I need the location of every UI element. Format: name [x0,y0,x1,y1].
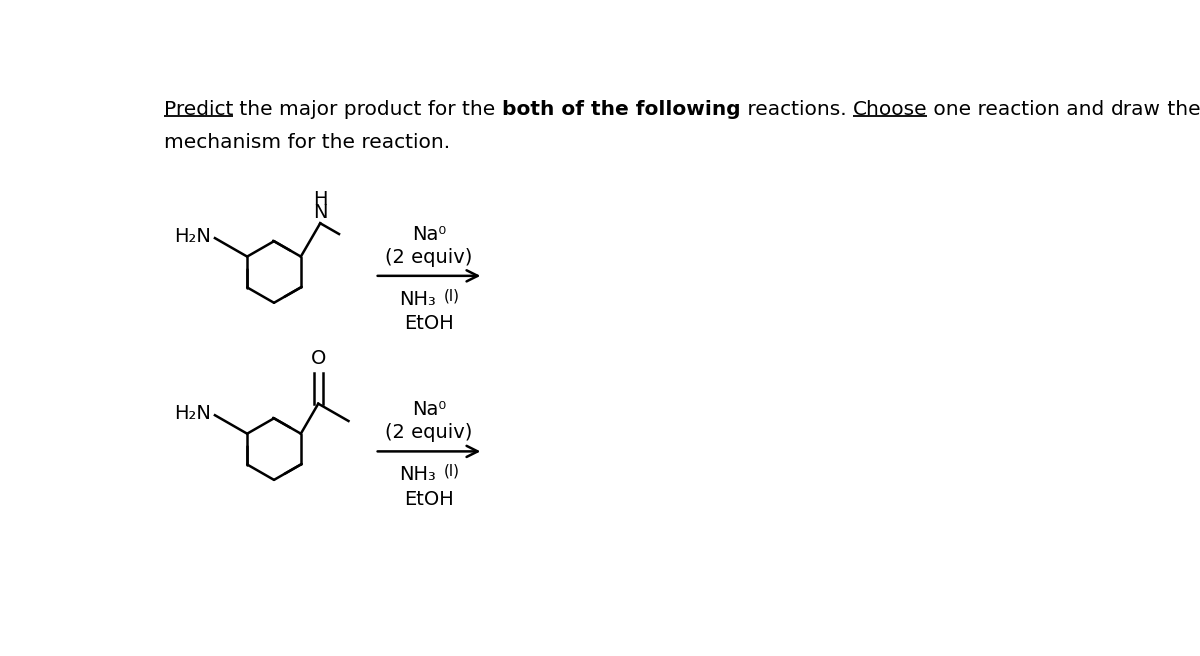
Text: H: H [313,190,328,209]
Text: EtOH: EtOH [404,490,454,509]
Text: NH₃: NH₃ [398,290,436,309]
Text: (l): (l) [444,288,461,303]
Text: the detailed: the detailed [1160,100,1200,119]
Text: (l): (l) [444,464,461,479]
Text: Choose: Choose [852,100,928,119]
Text: Na⁰: Na⁰ [412,400,446,419]
Text: O: O [311,349,326,368]
Text: draw: draw [1111,100,1160,119]
Text: H₂N: H₂N [174,404,211,423]
Text: one reaction and: one reaction and [928,100,1111,119]
Text: both of the following: both of the following [502,100,740,119]
Text: (2 equiv): (2 equiv) [385,423,473,442]
Text: N: N [313,203,328,222]
Text: Na⁰: Na⁰ [412,224,446,243]
Text: reactions.: reactions. [740,100,852,119]
Text: H₂N: H₂N [174,227,211,246]
Text: EtOH: EtOH [404,314,454,333]
Text: the major product for the: the major product for the [233,100,502,119]
Text: Predict: Predict [164,100,233,119]
Text: (2 equiv): (2 equiv) [385,247,473,266]
Text: NH₃: NH₃ [398,465,436,484]
Text: mechanism for the reaction.: mechanism for the reaction. [164,133,450,152]
